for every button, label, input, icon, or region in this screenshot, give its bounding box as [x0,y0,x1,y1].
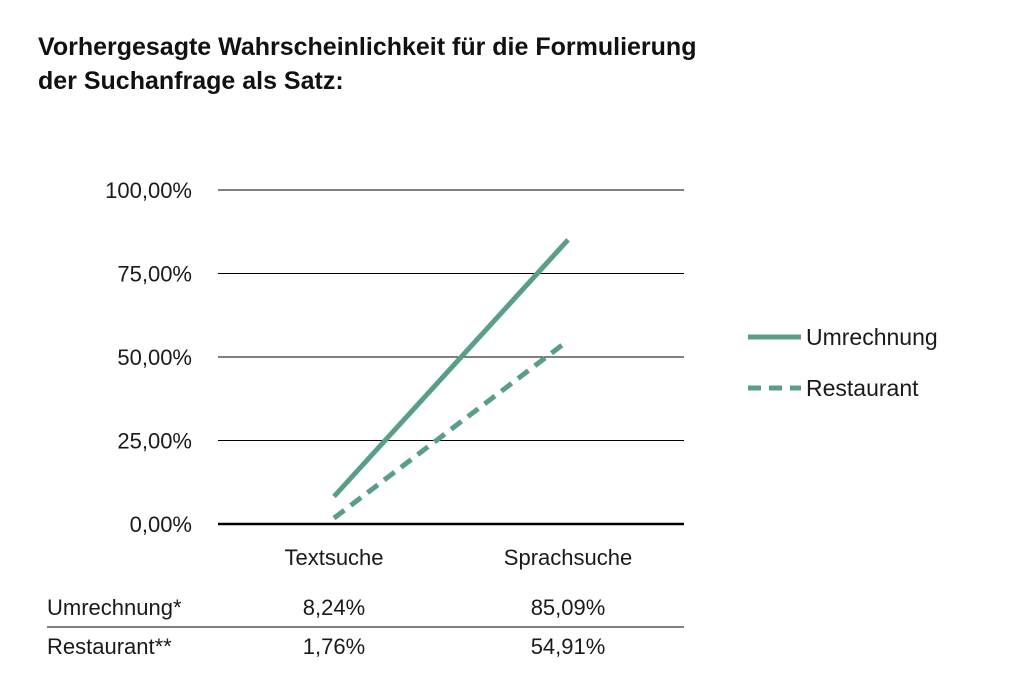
table-cell: 54,91% [531,634,606,659]
series-line-umrechnung [332,238,570,499]
table-cell: 85,09% [531,595,606,620]
y-tick-label: 25,00% [117,429,192,454]
chart-title: Vorhergesagte Wahrscheinlichkeit für die… [38,30,838,98]
x-tick-labels: Textsuche Sprachsuche [284,545,632,570]
series-lines [332,238,570,521]
legend: Umrechnung Restaurant [748,324,938,401]
table-row-label: Umrechnung* [47,595,182,620]
y-tick-label: 75,00% [117,262,192,287]
table-cell: 1,76% [303,634,365,659]
legend-label: Umrechnung [806,324,938,350]
table-cell: 8,24% [303,595,365,620]
data-table: Umrechnung* 8,24% 85,09% Restaurant** 1,76% 5… [47,595,684,659]
table-row-label: Restaurant** [47,634,172,659]
y-tick-label: 0,00% [130,512,192,537]
legend-label: Restaurant [806,375,919,401]
chart-title-line-1: Vorhergesagte Wahrscheinlichkeit für die… [38,33,697,61]
y-tick-labels: 0,00% 25,00% 50,00% 75,00% 100,00% [105,178,192,537]
y-tick-label: 50,00% [117,345,192,370]
series-line-restaurant [332,338,570,521]
grid-lines [218,189,684,526]
x-tick-label: Sprachsuche [504,545,632,570]
x-tick-label: Textsuche [284,545,383,570]
y-tick-label: 100,00% [105,178,192,203]
chart-title-line-2: der Suchanfrage als Satz: [38,67,344,95]
